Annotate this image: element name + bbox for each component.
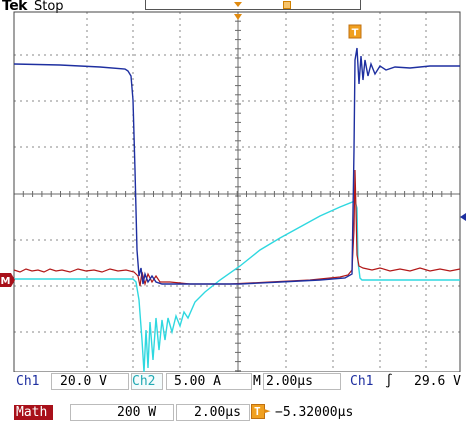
ch2-label: Ch2 xyxy=(132,374,156,389)
math-time-box xyxy=(176,404,250,421)
ch1-trace xyxy=(13,47,460,285)
graticule xyxy=(14,12,460,372)
ch2-scale-box xyxy=(166,373,252,390)
math-label: Math xyxy=(14,405,54,420)
trigger-time-icon xyxy=(251,404,265,419)
timebase-box xyxy=(263,373,341,390)
axis-ticks xyxy=(13,11,452,372)
math-trace xyxy=(13,169,461,287)
trigger-time-marker xyxy=(234,14,242,20)
record-position-marker xyxy=(283,1,291,9)
screen-border xyxy=(13,11,461,372)
ch2-scale: 5.00 A xyxy=(174,374,221,389)
trigger-icon-label: T xyxy=(254,405,261,418)
svg-text:T: T xyxy=(352,28,359,39)
trigger-source: Ch1 xyxy=(350,374,374,389)
ch1-scale-box xyxy=(51,373,129,390)
status-bar: Tek Stop xyxy=(0,0,474,14)
ch2-trace xyxy=(14,200,460,372)
brand-logo: Tek xyxy=(2,0,28,14)
math-time: 2.00µs xyxy=(194,405,241,420)
math-scale-box xyxy=(70,404,174,421)
record-trigger-marker xyxy=(234,2,242,7)
trigger-delay: −5.32000µs xyxy=(275,405,354,420)
timebase-value: 2.00µs xyxy=(266,374,313,389)
acquisition-status: Stop xyxy=(34,0,64,14)
rising-edge-icon: ∫ xyxy=(385,374,393,389)
ch1-label: Ch1 xyxy=(16,374,40,389)
trigger-level-arrow xyxy=(460,213,466,221)
readout-panel: Ch1 20.0 V Ch2 5.00 A M 2.00µs Ch1 ∫ 29.… xyxy=(0,372,474,422)
trigger-level: 29.6 V xyxy=(414,374,461,389)
trigger-position-marker: T xyxy=(348,24,362,39)
arrow-right-icon: ► xyxy=(264,404,271,417)
waveform-display: T M xyxy=(0,2,466,372)
record-view-bar xyxy=(145,0,361,10)
svg-text:M: M xyxy=(1,276,11,287)
ch1-scale: 20.0 V xyxy=(60,374,107,389)
math-ground-marker: M xyxy=(0,273,15,287)
math-scale: 200 W xyxy=(117,405,157,420)
timebase-label: M xyxy=(253,374,261,389)
ch2-label-box xyxy=(131,373,163,390)
